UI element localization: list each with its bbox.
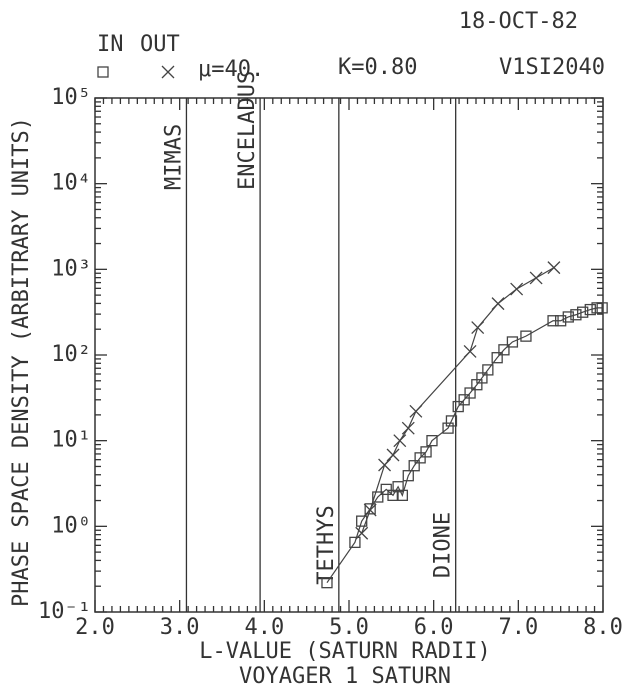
legend-marker bbox=[97, 66, 109, 78]
point bbox=[464, 387, 476, 399]
legend-marker bbox=[161, 65, 175, 79]
x-tick-label: 8.0 bbox=[583, 615, 623, 640]
point bbox=[426, 435, 438, 447]
x-tick-label: 2.0 bbox=[75, 615, 115, 640]
point bbox=[458, 394, 470, 406]
moon-label: TETHYS bbox=[314, 505, 339, 584]
point bbox=[482, 364, 494, 376]
point bbox=[584, 303, 596, 316]
id-label: V1SI2040 bbox=[499, 55, 605, 80]
point bbox=[420, 446, 432, 458]
point bbox=[452, 400, 464, 413]
point bbox=[349, 536, 361, 549]
point bbox=[547, 261, 561, 275]
point bbox=[402, 470, 414, 482]
point bbox=[463, 344, 477, 358]
x-tick-label: 5.0 bbox=[329, 615, 369, 640]
subtitle: VOYAGER 1 SATURN bbox=[239, 664, 451, 689]
point bbox=[408, 460, 420, 472]
point bbox=[570, 309, 582, 321]
point bbox=[555, 315, 567, 327]
x-tick-label: 4.0 bbox=[244, 615, 284, 640]
point bbox=[491, 352, 503, 364]
y-tick-label: 10³ bbox=[51, 256, 91, 281]
point bbox=[386, 448, 400, 462]
point bbox=[364, 503, 376, 515]
point bbox=[510, 282, 524, 296]
point bbox=[596, 302, 608, 314]
point bbox=[396, 489, 408, 501]
point bbox=[409, 404, 423, 418]
point bbox=[491, 297, 505, 311]
moon-label: DIONE bbox=[431, 512, 456, 578]
y-tick-label: 10² bbox=[51, 342, 91, 367]
x-tick-label: 7.0 bbox=[498, 615, 538, 640]
y-tick-label: 10⁻¹ bbox=[38, 599, 91, 624]
point bbox=[471, 321, 485, 335]
y-tick-label: 10⁴ bbox=[51, 171, 91, 196]
y-tick-label: 10¹ bbox=[51, 428, 91, 453]
point bbox=[414, 452, 426, 464]
x-tick-label: 6.0 bbox=[414, 615, 454, 640]
y-axis-label: PHASE SPACE DENSITY (ARBITRARY UNITS) bbox=[9, 117, 34, 607]
point bbox=[372, 491, 384, 503]
x-axis-label: L-VALUE (SATURN RADII) bbox=[199, 639, 490, 664]
legend-label: IN bbox=[97, 32, 124, 57]
point bbox=[393, 434, 407, 448]
point bbox=[520, 330, 532, 342]
point bbox=[380, 483, 392, 496]
point bbox=[378, 458, 392, 472]
point bbox=[442, 422, 454, 434]
point bbox=[506, 336, 519, 348]
mu-label: μ=40. bbox=[198, 57, 264, 82]
point bbox=[562, 311, 574, 323]
point bbox=[529, 271, 543, 285]
moon-label: MIMAS bbox=[161, 124, 186, 190]
date: 18-OCT-82 bbox=[459, 9, 578, 34]
point bbox=[392, 481, 404, 493]
series-line bbox=[326, 307, 603, 584]
point bbox=[476, 372, 488, 384]
x-tick-label: 3.0 bbox=[160, 615, 200, 640]
y-tick-label: 10⁵ bbox=[51, 85, 91, 110]
k-label: K=0.80 bbox=[338, 55, 417, 80]
point bbox=[577, 306, 589, 318]
point bbox=[445, 415, 458, 427]
point bbox=[401, 421, 415, 435]
point bbox=[547, 315, 559, 327]
point bbox=[355, 526, 369, 540]
point bbox=[363, 503, 377, 517]
point bbox=[321, 577, 333, 589]
point bbox=[498, 344, 510, 356]
y-tick-label: 10⁰ bbox=[51, 513, 91, 538]
legend-label: OUT bbox=[140, 32, 180, 57]
moon-label: ENCELADUS bbox=[235, 71, 260, 190]
